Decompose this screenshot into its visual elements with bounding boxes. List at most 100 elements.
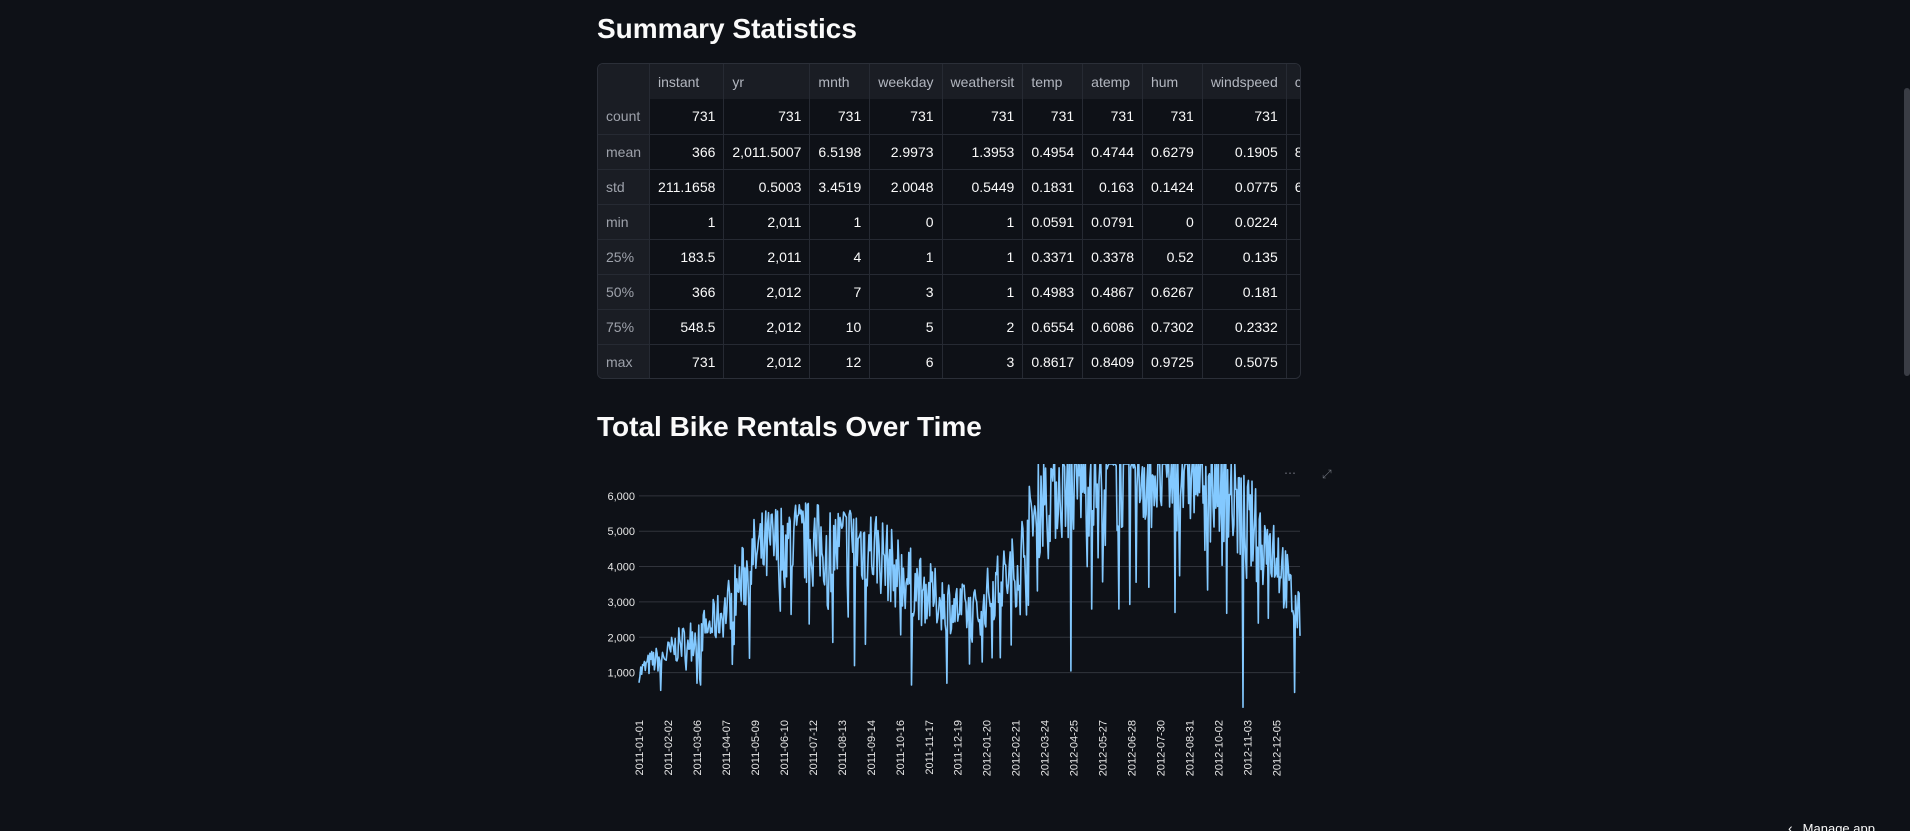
column-header[interactable]: weathersit: [942, 64, 1024, 99]
table-cell[interactable]: 0.4954: [1022, 134, 1084, 170]
table-cell[interactable]: 713: [1286, 274, 1300, 310]
index-header[interactable]: [598, 64, 651, 99]
table-cell[interactable]: 0.5075: [1202, 344, 1287, 378]
page-scrollbar[interactable]: [1904, 88, 1910, 376]
table-cell[interactable]: 3,410: [1286, 344, 1300, 378]
table-cell[interactable]: 0.5449: [942, 169, 1024, 205]
table-cell[interactable]: 2,011: [723, 239, 811, 275]
table-cell[interactable]: 0: [869, 204, 943, 240]
table-cell[interactable]: 731: [869, 99, 943, 135]
chart-fullscreen-icon[interactable]: ⤢: [1322, 467, 1332, 481]
table-cell[interactable]: 3.4519: [809, 169, 871, 205]
table-cell[interactable]: 211.1658: [649, 169, 725, 205]
column-header[interactable]: casual: [1286, 64, 1300, 99]
table-cell[interactable]: 3: [869, 274, 943, 310]
table-cell[interactable]: 0.4744: [1082, 134, 1143, 170]
table-cell[interactable]: 0.0591: [1022, 204, 1084, 240]
table-cell[interactable]: 2,012: [723, 344, 811, 378]
table-cell[interactable]: 0.1424: [1142, 169, 1203, 205]
table-cell[interactable]: 731: [649, 344, 725, 378]
table-cell[interactable]: 1: [942, 239, 1024, 275]
table-cell[interactable]: 731: [1286, 99, 1300, 135]
table-cell[interactable]: 2,012: [723, 274, 811, 310]
table-cell[interactable]: 0.0775: [1202, 169, 1287, 205]
table-cell[interactable]: 548.5: [649, 309, 725, 345]
column-header[interactable]: weekday: [869, 64, 943, 99]
table-cell[interactable]: 6: [869, 344, 943, 378]
table-cell[interactable]: 0.8409: [1082, 344, 1143, 378]
table-cell[interactable]: 0.135: [1202, 239, 1287, 275]
table-cell[interactable]: 1: [649, 204, 725, 240]
table-cell[interactable]: 0.3378: [1082, 239, 1143, 275]
table-cell[interactable]: 2,012: [723, 309, 811, 345]
table-cell[interactable]: 5: [869, 309, 943, 345]
bike-rentals-line-chart[interactable]: 1,000 2,000 3,000 4,000 5,000 6,000 2011-01-0…: [597, 458, 1337, 798]
table-cell[interactable]: 0.4867: [1082, 274, 1143, 310]
manage-app-button[interactable]: ‹ Manage app: [1788, 820, 1875, 831]
table-cell[interactable]: 686.6225: [1286, 169, 1300, 205]
table-cell[interactable]: 3: [942, 344, 1024, 378]
table-cell[interactable]: 7: [809, 274, 871, 310]
table-cell[interactable]: 731: [723, 99, 811, 135]
table-cell[interactable]: 366: [649, 134, 725, 170]
table-cell[interactable]: 0.5003: [723, 169, 811, 205]
chart-more-icon[interactable]: ⋯: [1284, 466, 1296, 480]
summary-statistics-table[interactable]: instant yr mnth weekday weathersit temp atemp h…: [597, 63, 1301, 379]
table-cell[interactable]: 1.3953: [942, 134, 1024, 170]
table-cell[interactable]: 1: [809, 204, 871, 240]
table-cell[interactable]: 1: [869, 239, 943, 275]
table-cell[interactable]: 2: [1286, 204, 1300, 240]
series-line-total-rentals[interactable]: [638, 464, 1301, 708]
table-cell[interactable]: 315.5: [1286, 239, 1300, 275]
column-header[interactable]: hum: [1142, 64, 1203, 99]
column-header[interactable]: temp: [1022, 64, 1084, 99]
table-cell[interactable]: 0: [1142, 204, 1203, 240]
table-cell[interactable]: 0.4983: [1022, 274, 1084, 310]
table-cell[interactable]: 731: [1202, 99, 1287, 135]
table-cell[interactable]: 0.52: [1142, 239, 1203, 275]
table-cell[interactable]: 2,011: [723, 204, 811, 240]
table-cell[interactable]: 1: [942, 274, 1024, 310]
table-cell[interactable]: 183.5: [649, 239, 725, 275]
table-cell[interactable]: 6.5198: [809, 134, 871, 170]
table-cell[interactable]: 0.1905: [1202, 134, 1287, 170]
table-cell[interactable]: 731: [809, 99, 871, 135]
table-cell[interactable]: 731: [1082, 99, 1143, 135]
table-cell[interactable]: 731: [942, 99, 1024, 135]
table-cell[interactable]: 0.3371: [1022, 239, 1084, 275]
table-cell[interactable]: 1: [942, 204, 1024, 240]
table-cell[interactable]: 4: [809, 239, 871, 275]
table-cell[interactable]: 0.163: [1082, 169, 1143, 205]
table-cell[interactable]: 0.6086: [1082, 309, 1143, 345]
table-cell[interactable]: 0.6554: [1022, 309, 1084, 345]
table-cell[interactable]: 0.7302: [1142, 309, 1203, 345]
table-cell[interactable]: 2: [942, 309, 1024, 345]
table-cell[interactable]: 10: [809, 309, 871, 345]
table-cell[interactable]: 0.6279: [1142, 134, 1203, 170]
table-cell[interactable]: 1,096: [1286, 309, 1300, 345]
table-cell[interactable]: 0.9725: [1142, 344, 1203, 378]
column-header[interactable]: yr: [723, 64, 811, 99]
table-cell[interactable]: 848.1765: [1286, 134, 1300, 170]
table-cell[interactable]: 12: [809, 344, 871, 378]
row-label: min: [598, 204, 651, 240]
table-cell[interactable]: 731: [1142, 99, 1203, 135]
table-cell[interactable]: 2.0048: [869, 169, 943, 205]
table-cell[interactable]: 0.2332: [1202, 309, 1287, 345]
column-header[interactable]: atemp: [1082, 64, 1143, 99]
column-header[interactable]: instant: [649, 64, 725, 99]
table-cell[interactable]: 0.6267: [1142, 274, 1203, 310]
table-cell[interactable]: 0.8617: [1022, 344, 1084, 378]
table-cell[interactable]: 366: [649, 274, 725, 310]
table-cell[interactable]: 731: [649, 99, 725, 135]
column-header[interactable]: windspeed: [1202, 64, 1287, 99]
column-header[interactable]: mnth: [809, 64, 871, 99]
table-cell[interactable]: 0.181: [1202, 274, 1287, 310]
table-cell[interactable]: 2.9973: [869, 134, 943, 170]
table-cell[interactable]: 0.1831: [1022, 169, 1084, 205]
table-cell[interactable]: 731: [1022, 99, 1084, 135]
table-cell[interactable]: 2,011.5007: [723, 134, 811, 170]
table-cell[interactable]: 0.0224: [1202, 204, 1287, 240]
table-cell[interactable]: 0.0791: [1082, 204, 1143, 240]
